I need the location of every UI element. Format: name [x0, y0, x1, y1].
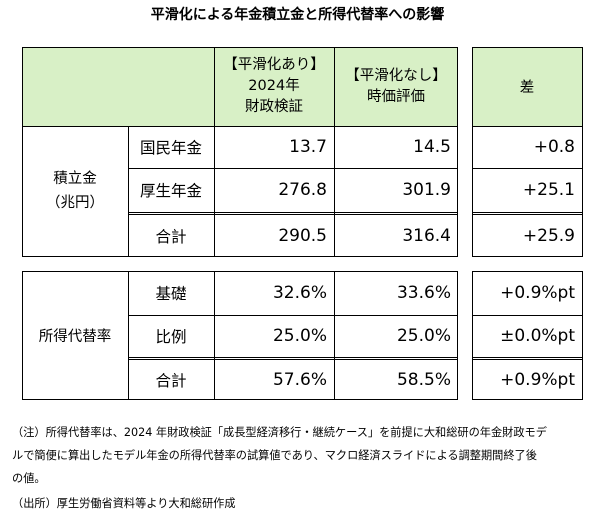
double-rule [128, 357, 458, 360]
value-reserves-total-with: 290.5 [278, 225, 327, 246]
value-basic-diff: +0.9%pt [500, 283, 575, 303]
value-national-with: 13.7 [289, 137, 327, 157]
row-label-proportional: 比例 [155, 328, 187, 346]
value-proportional-with: 25.0% [272, 326, 327, 346]
value-national-diff: +0.8 [533, 137, 575, 157]
value-basic-with: 32.6% [272, 283, 327, 303]
value-basic-without: 33.6% [396, 283, 451, 303]
header-without-line1: 【平滑化なし】 [345, 67, 447, 84]
value-proportional-without: 25.0% [396, 326, 451, 346]
value-replacement-total-without: 58.5% [396, 369, 451, 390]
border-line [472, 256, 583, 257]
border-line [582, 271, 583, 400]
header-with-line2: 2024年 [248, 78, 300, 94]
border-line [472, 399, 583, 400]
border-line [472, 271, 473, 400]
row-label-national: 国民年金 [139, 139, 202, 157]
border-line [472, 315, 583, 316]
value-employee-with: 276.8 [278, 180, 327, 200]
double-rule [128, 212, 458, 215]
header-diff-bg [472, 47, 582, 126]
border-line [472, 126, 583, 127]
border-line [334, 47, 335, 257]
row-label-reserves-total: 合計 [155, 227, 187, 246]
border-line [128, 168, 458, 169]
border-line [214, 47, 215, 257]
header-without-smoothing: 【平滑化なし】 時価評価 [334, 47, 458, 126]
footnotes: （注）所得代替率は、2024 年財政検証「成長型経済移行・継続ケース」を前提に大… [12, 421, 590, 515]
header-blank-cell [22, 47, 458, 126]
reserves-group-label: 積立金 （兆円） [22, 126, 128, 256]
row-label-employee: 厚生年金 [139, 182, 202, 200]
header-with-line1: 【平滑化あり】 [223, 57, 325, 73]
border-line [457, 47, 458, 257]
border-line [22, 126, 458, 127]
value-replacement-total-diff: +0.9%pt [500, 369, 575, 390]
border-line [22, 399, 458, 400]
border-line [472, 47, 473, 257]
border-line [22, 47, 458, 48]
reserves-label-unit: （兆円） [46, 195, 104, 211]
header-with-line3: 財政検証 [245, 99, 303, 115]
note-line: の値。 [12, 472, 46, 485]
header-diff: 差 [519, 80, 535, 96]
note-line: ルで簡便に算出したモデル年金の所得代替率の試算値であり、マクロ経済スライドによる… [12, 449, 537, 462]
border-line [22, 47, 23, 257]
border-line [472, 47, 583, 48]
note-line: （注）所得代替率は、2024 年財政検証「成長型経済移行・継続ケース」を前提に大… [12, 426, 547, 439]
source-note: （出所）厚生労働省資料等より大和総研作成 [12, 497, 236, 510]
border-line [128, 271, 129, 400]
header-without-line2: 時価評価 [367, 88, 425, 105]
border-line [582, 47, 583, 257]
reserves-label-line1: 積立金 [53, 171, 97, 187]
border-line [214, 271, 215, 400]
value-proportional-diff: ±0.0%pt [500, 326, 575, 346]
border-line [472, 168, 583, 169]
value-replacement-total-with: 57.6% [272, 369, 327, 390]
border-line [128, 126, 129, 257]
border-line [472, 271, 583, 272]
border-line [334, 271, 335, 400]
header-with-smoothing: 【平滑化あり】 2024年 財政検証 [214, 47, 334, 126]
border-line [22, 256, 458, 257]
border-line [22, 271, 458, 272]
row-label-basic: 基礎 [155, 285, 187, 303]
border-line [457, 271, 458, 400]
value-reserves-total-without: 316.4 [402, 225, 451, 246]
double-rule [472, 212, 583, 215]
value-national-without: 14.5 [413, 137, 451, 157]
replacement-group-label: 所得代替率 [38, 328, 112, 345]
row-label-replacement-total: 合計 [155, 371, 187, 390]
value-reserves-total-diff: +25.9 [522, 225, 575, 246]
border-line [22, 271, 23, 400]
value-employee-without: 301.9 [402, 180, 451, 200]
page-title: 平滑化による年金積立金と所得代替率への影響 [150, 7, 445, 23]
value-employee-diff: +25.1 [522, 180, 575, 200]
border-line [128, 315, 458, 316]
double-rule [472, 357, 583, 360]
